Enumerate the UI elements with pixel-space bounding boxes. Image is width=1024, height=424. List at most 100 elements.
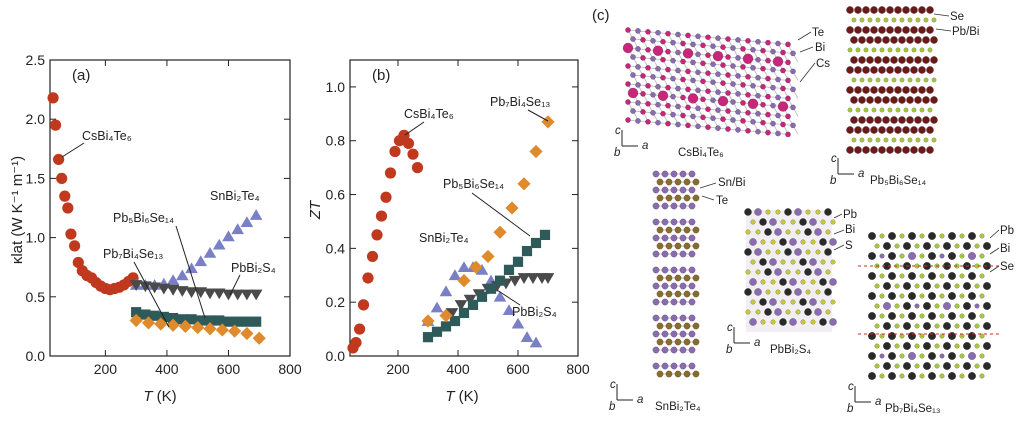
atom: [652, 266, 660, 274]
data-point: [529, 336, 543, 348]
atom: [700, 114, 706, 121]
atom: [902, 6, 910, 14]
data-point: [141, 316, 156, 330]
atom: [674, 290, 682, 298]
struct-sn-leader-te: [701, 195, 715, 201]
data-point: [539, 229, 551, 241]
atom: [879, 253, 885, 259]
atom: [725, 54, 731, 60]
atom: [794, 288, 802, 296]
data-point: [47, 92, 59, 104]
atom: [745, 91, 751, 98]
atom: [874, 283, 880, 289]
atom: [894, 66, 902, 74]
atom: [918, 146, 926, 154]
atom: [661, 186, 669, 194]
atom: [979, 253, 985, 259]
atom: [679, 362, 687, 370]
atom: [765, 249, 771, 255]
atom: [652, 346, 660, 354]
atom: [819, 278, 827, 286]
atom: [846, 6, 854, 14]
atom: [665, 178, 673, 186]
atom: [850, 96, 858, 104]
atom: [927, 271, 937, 281]
atom: [914, 96, 922, 104]
atom: [942, 241, 952, 251]
atom: [785, 77, 791, 84]
struct-pb7-title: Pb₇Bi₄Se₁₃: [885, 403, 941, 415]
atom: [926, 146, 934, 154]
annot-a-pb7bi4se13-leader: [133, 261, 170, 328]
atom: [825, 309, 831, 315]
atom: [656, 226, 664, 234]
atom: [744, 248, 752, 256]
atom: [846, 146, 854, 154]
atom: [907, 371, 917, 381]
atom: [914, 323, 920, 329]
atom: [902, 146, 910, 154]
atom: [665, 30, 671, 37]
atom: [974, 343, 980, 349]
atom: [967, 351, 977, 361]
data-point: [191, 320, 205, 335]
panel-b-x-axis-label-unit: (K): [455, 388, 479, 405]
struct-pb7-leader-se: [989, 265, 1000, 273]
data-point: [493, 290, 507, 302]
atom: [874, 56, 882, 64]
atom: [635, 82, 641, 88]
data-point: [511, 317, 525, 329]
atom: [927, 47, 933, 53]
atom: [894, 283, 900, 289]
data-point: [249, 289, 263, 301]
atom: [962, 321, 972, 331]
atom: [954, 283, 960, 289]
atom: [800, 239, 806, 245]
atom: [635, 46, 641, 52]
atom: [670, 346, 678, 354]
atom: [922, 281, 932, 291]
atom: [789, 238, 797, 246]
atom: [750, 82, 756, 89]
data-point: [449, 315, 461, 327]
atom: [887, 231, 897, 241]
data-point: [148, 282, 161, 294]
atom: [882, 281, 892, 291]
atom: [679, 330, 687, 338]
data-point: [494, 275, 506, 286]
data-point: [223, 316, 234, 327]
atom: [915, 77, 921, 83]
data-point: [240, 326, 254, 341]
atom: [919, 373, 925, 379]
atom: [927, 251, 937, 261]
atom: [911, 47, 917, 53]
atom: [878, 66, 886, 74]
atom: [939, 313, 945, 319]
atom: [954, 343, 960, 349]
atom: [670, 218, 678, 226]
atom: [770, 84, 776, 91]
atom: [692, 274, 700, 282]
atom: [899, 293, 905, 299]
atom: [858, 36, 866, 44]
atom: [886, 66, 894, 74]
data-point: [166, 284, 180, 296]
data-point: [176, 286, 189, 297]
atom: [652, 250, 660, 258]
data-point: [204, 315, 216, 326]
atom: [819, 238, 827, 246]
atom: [922, 321, 932, 331]
atom: [665, 102, 671, 109]
panel-a-y-tick-label: 0.0: [26, 348, 46, 364]
atom: [982, 241, 992, 251]
atom: [675, 103, 681, 110]
atom: [670, 250, 678, 258]
atom: [927, 107, 933, 113]
atom: [809, 298, 817, 306]
atom: [923, 77, 929, 83]
atom: [695, 123, 701, 130]
annot-b-pb5bi6se14-leader: [471, 192, 531, 237]
struct-pbs-axes: c a b: [726, 322, 760, 356]
atom: [815, 289, 821, 295]
data-point: [214, 315, 225, 326]
